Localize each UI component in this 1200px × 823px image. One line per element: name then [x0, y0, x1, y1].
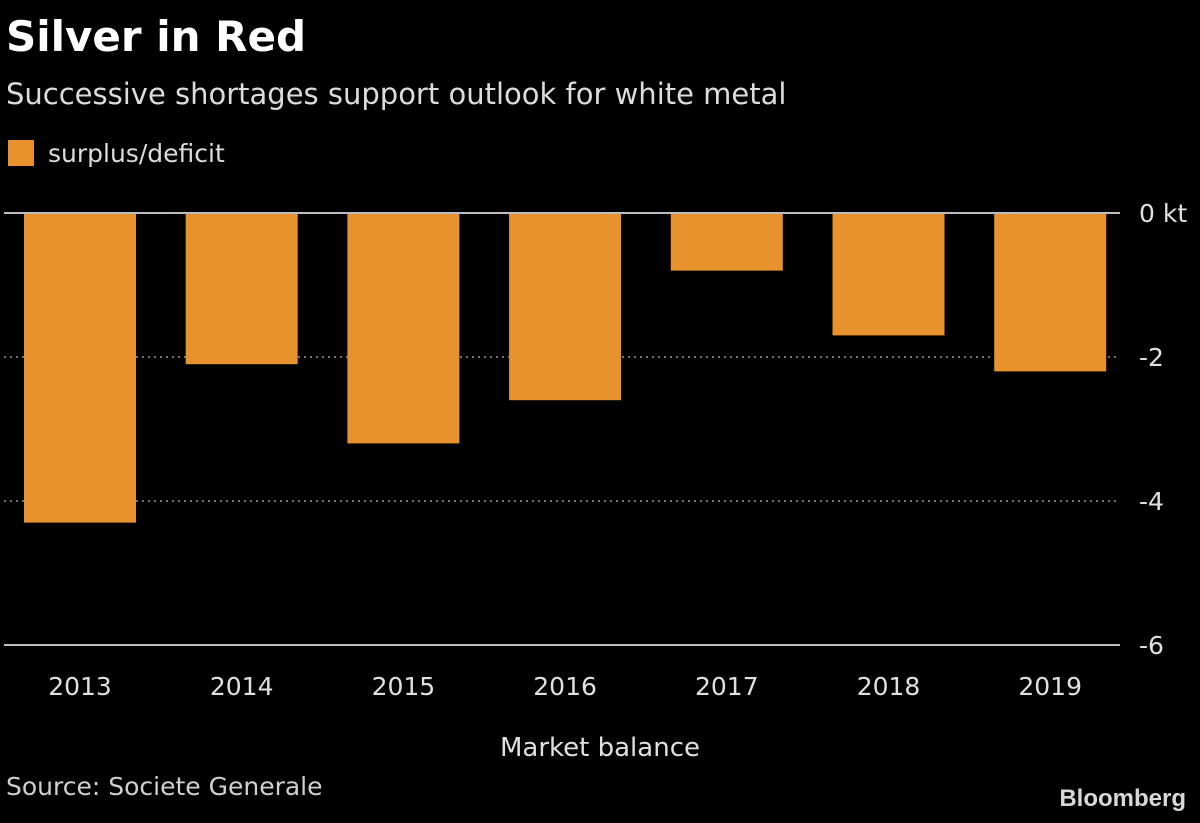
y-tick-label: -4 [1139, 487, 1164, 516]
chart-subtitle: Successive shortages support outlook for… [6, 77, 787, 111]
x-tick-label: 2013 [48, 672, 112, 701]
x-tick-label: 2014 [210, 672, 274, 701]
legend: surplus/deficit [8, 140, 225, 166]
y-tick-label: -2 [1139, 343, 1164, 372]
bar [509, 214, 622, 401]
chart-title: Silver in Red [6, 12, 307, 61]
x-tick-label: 2018 [857, 672, 921, 701]
x-tick-label: 2015 [372, 672, 436, 701]
legend-swatch [8, 140, 34, 166]
x-axis-label: Market balance [500, 733, 700, 763]
y-tick-label: -6 [1139, 631, 1164, 660]
bar [24, 214, 136, 523]
x-tick-label: 2016 [533, 672, 597, 701]
x-tick-label: 2019 [1018, 672, 1082, 701]
source-note: Source: Societe Generale [6, 772, 323, 801]
x-tick-label: 2017 [695, 672, 759, 701]
bar [670, 214, 783, 271]
bar [347, 214, 460, 444]
y-tick-label: 0 kt [1139, 199, 1187, 228]
bar [185, 214, 298, 365]
bloomberg-logo: Bloomberg [1059, 785, 1186, 812]
bar [994, 214, 1107, 372]
legend-label: surplus/deficit [48, 138, 225, 168]
bar [832, 214, 945, 336]
